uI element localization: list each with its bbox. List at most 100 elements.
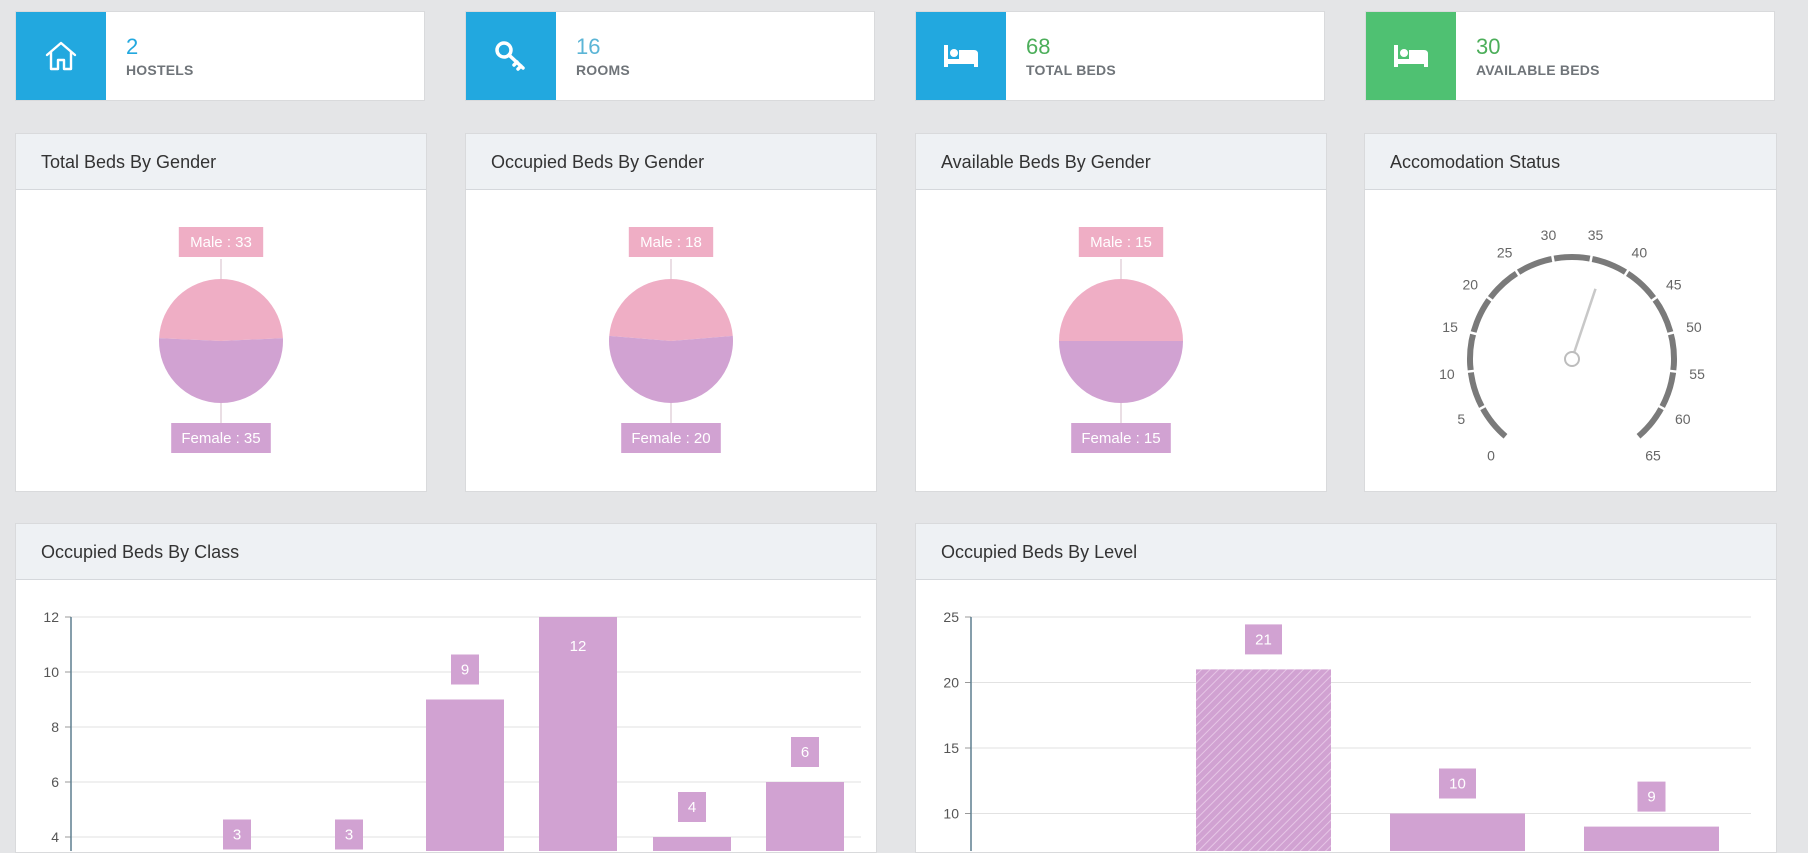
stat-label: TOTAL BEDS xyxy=(1026,62,1116,78)
gauge-tick-label: 25 xyxy=(1497,245,1513,261)
gauge-tick-label: 30 xyxy=(1541,227,1557,243)
female-data-label: Female : 35 xyxy=(181,430,260,447)
male-data-label-box xyxy=(628,227,714,257)
panel-title: Accomodation Status xyxy=(1365,134,1776,190)
gauge-tick xyxy=(1666,331,1675,336)
gauge-tick-label: 55 xyxy=(1689,366,1705,382)
key-icon xyxy=(495,41,525,71)
bar[interactable] xyxy=(1390,813,1525,852)
available-beds-by-gender-panel: Available Beds By Gender Male : 15 Female… xyxy=(915,133,1327,492)
total-beds-pie-chart: Male : 33 Female : 35 xyxy=(159,227,283,453)
stat-value: 30 xyxy=(1476,34,1501,59)
stat-icon-box xyxy=(16,12,106,100)
male-data-label-box xyxy=(1078,227,1164,257)
bar-data-label-box xyxy=(1439,768,1476,799)
stat-label: ROOMS xyxy=(576,62,630,78)
y-tick-label: 4 xyxy=(51,829,59,845)
stat-value: 16 xyxy=(576,34,601,59)
gauge-tick xyxy=(1623,268,1630,277)
female-data-label-box xyxy=(1071,423,1171,453)
bar-data-label: 9 xyxy=(1647,789,1655,806)
gauge-tick-label: 15 xyxy=(1442,319,1458,335)
y-tick-label: 10 xyxy=(943,806,959,822)
bar-data-label-box xyxy=(451,654,479,685)
stat-label: AVAILABLE BEDS xyxy=(1476,62,1600,78)
pie-slice-female[interactable] xyxy=(159,338,283,404)
stat-card-available-beds[interactable]: 30 AVAILABLE BEDS xyxy=(1365,11,1775,101)
gauge-tick xyxy=(1485,295,1494,303)
bar-data-label-box xyxy=(791,737,819,767)
gauge-tick xyxy=(1466,369,1475,374)
stat-icon-box xyxy=(466,12,556,100)
panel-title: Available Beds By Gender xyxy=(916,134,1326,190)
gauge-tick-label: 5 xyxy=(1457,411,1465,427)
panel-title: Total Beds By Gender xyxy=(16,134,426,190)
bed-icon xyxy=(944,45,978,67)
stat-label: HOSTELS xyxy=(126,62,194,78)
bar-data-label: 21 xyxy=(1255,631,1272,648)
bar-data-label-box xyxy=(1637,781,1666,812)
gauge-tick-label: 60 xyxy=(1675,411,1691,427)
bar-data-label: 3 xyxy=(233,827,241,844)
male-data-label: Male : 33 xyxy=(190,234,252,251)
gauge-needle xyxy=(1570,288,1597,360)
occupied-beds-by-level-panel: Occupied Beds By Level 10 15 20 25 21 10 9 xyxy=(915,523,1777,853)
stat-value: 2 xyxy=(126,34,139,59)
gauge-tick xyxy=(1634,433,1642,442)
bar[interactable] xyxy=(766,782,844,851)
available-beds-pie-chart: Male : 15 Female : 15 xyxy=(1059,227,1183,453)
female-data-label: Female : 20 xyxy=(631,430,710,447)
occupied-beds-by-level-chart: 10 15 20 25 21 10 9 xyxy=(943,609,1751,852)
bar-data-label: 12 xyxy=(570,638,587,655)
gauge-tick xyxy=(1669,369,1678,374)
y-tick-label: 25 xyxy=(943,609,959,625)
bar-data-label-box xyxy=(1245,624,1282,655)
pie-slice-male[interactable] xyxy=(159,279,283,341)
panel-title: Occupied Beds By Level xyxy=(916,524,1776,580)
bar[interactable] xyxy=(539,617,617,851)
female-data-label: Female : 15 xyxy=(1081,430,1160,447)
bar[interactable] xyxy=(426,699,504,852)
y-tick-label: 15 xyxy=(943,740,959,756)
gauge-tick xyxy=(1469,331,1478,336)
gauge-tick xyxy=(1502,433,1510,442)
bar-data-label: 4 xyxy=(688,799,696,816)
gauge-tick-label: 45 xyxy=(1666,277,1682,293)
total-beds-by-gender-panel: Total Beds By Gender Male : 33 Female : 3… xyxy=(15,133,427,492)
gauge-tick-label: 20 xyxy=(1462,277,1478,293)
occupied-beds-by-gender-panel: Occupied Beds By Gender Male : 18 Female … xyxy=(465,133,877,492)
occupied-beds-by-class-chart: 4 6 8 10 12 3 3 9 12 4 6 xyxy=(43,609,861,852)
male-data-label: Male : 18 xyxy=(640,234,702,251)
gauge-tick xyxy=(1514,268,1521,277)
gauge-tick-label: 40 xyxy=(1632,245,1648,261)
gauge-tick xyxy=(1478,404,1487,411)
stat-icon-box xyxy=(916,12,1006,100)
gauge-tick-label: 35 xyxy=(1588,227,1604,243)
y-tick-label: 6 xyxy=(51,774,59,790)
bar[interactable] xyxy=(653,837,731,851)
gauge-tick-label: 50 xyxy=(1686,319,1702,335)
stat-card-rooms[interactable]: 16 ROOMS xyxy=(465,11,875,101)
pie-slice-female[interactable] xyxy=(1059,341,1183,404)
gauge-tick xyxy=(1550,254,1555,263)
bar-data-label: 9 xyxy=(461,662,469,679)
gauge-tick xyxy=(1589,254,1594,263)
bar[interactable] xyxy=(1196,669,1331,851)
bar-data-label: 6 xyxy=(801,744,809,761)
y-tick-label: 8 xyxy=(51,719,59,735)
home-icon xyxy=(45,41,77,71)
male-data-label: Male : 15 xyxy=(1090,234,1152,251)
gauge-tick xyxy=(1657,404,1666,411)
gauge-tick-label: 65 xyxy=(1645,448,1661,464)
bar-data-label-box xyxy=(678,792,706,822)
gauge-hub xyxy=(1564,351,1580,367)
male-data-label-box xyxy=(178,227,264,257)
gauge-tick-label: 0 xyxy=(1487,448,1495,464)
pie-slice-male[interactable] xyxy=(1059,279,1183,341)
stat-card-hostels[interactable]: 2 HOSTELS xyxy=(15,11,425,101)
pie-slice-male[interactable] xyxy=(609,278,733,341)
stat-value: 68 xyxy=(1026,34,1051,59)
occupied-beds-pie-chart: Male : 18 Female : 20 xyxy=(609,227,733,453)
stat-card-total-beds[interactable]: 68 TOTAL BEDS xyxy=(915,11,1325,101)
pie-slice-female[interactable] xyxy=(609,335,733,403)
